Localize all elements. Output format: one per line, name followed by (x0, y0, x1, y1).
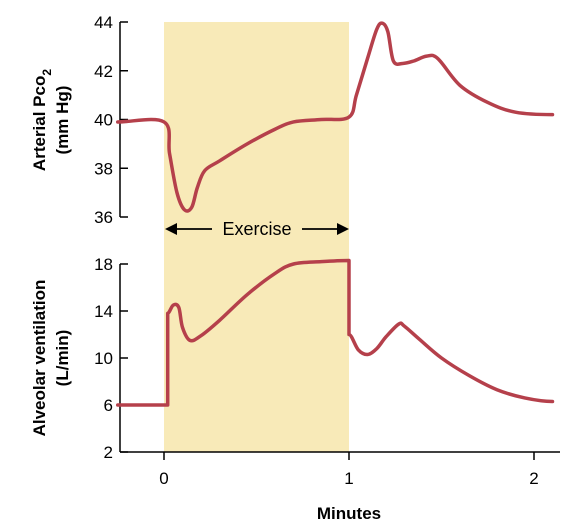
exercise-annotation: Exercise (165, 219, 349, 239)
exercise-shading (164, 22, 349, 452)
x-axis-label: Minutes (317, 504, 381, 523)
bottom-y-tick-label: 2 (104, 443, 113, 462)
bottom-y-tick-label: 14 (94, 302, 113, 321)
bottom-panel: 2 6 10 14 18 0 1 2 Alveolar ventilation (L/min… (30, 255, 560, 523)
bottom-y-units: (L/min) (53, 330, 72, 387)
bottom-y-ticks: 2 6 10 14 18 (94, 255, 128, 462)
top-y-tick-label: 36 (94, 208, 113, 227)
top-y-tick-label: 38 (94, 159, 113, 178)
bottom-y-label: Alveolar ventilation (30, 280, 49, 437)
top-series-line (116, 21, 555, 213)
x-tick-label: 0 (159, 469, 168, 488)
x-tick-label: 1 (344, 469, 353, 488)
bottom-series-line (116, 258, 555, 407)
top-y-label-subscript: 2 (40, 69, 54, 76)
exercise-arrow-right-head (337, 223, 349, 235)
bottom-y-tick-label: 6 (104, 396, 113, 415)
bottom-x-ticks: 0 1 2 (159, 452, 539, 488)
top-y-label-main: Arterial Pco (30, 76, 49, 171)
top-y-units: (mm Hg) (53, 86, 72, 155)
top-y-label: Arterial Pco2 (30, 69, 54, 171)
bottom-y-tick-label: 10 (94, 349, 113, 368)
exercise-label: Exercise (222, 219, 291, 239)
top-y-tick-label: 44 (94, 13, 113, 32)
top-y-ticks: 36 38 40 42 44 (94, 13, 128, 227)
bottom-y-tick-label: 18 (94, 255, 113, 274)
x-tick-label: 2 (529, 469, 538, 488)
exercise-arrow-left-head (165, 223, 177, 235)
top-panel: 36 38 40 42 44 Arterial Pco2 (mm Hg) (30, 13, 555, 227)
top-y-tick-label: 40 (94, 111, 113, 130)
top-y-tick-label: 42 (94, 62, 113, 81)
